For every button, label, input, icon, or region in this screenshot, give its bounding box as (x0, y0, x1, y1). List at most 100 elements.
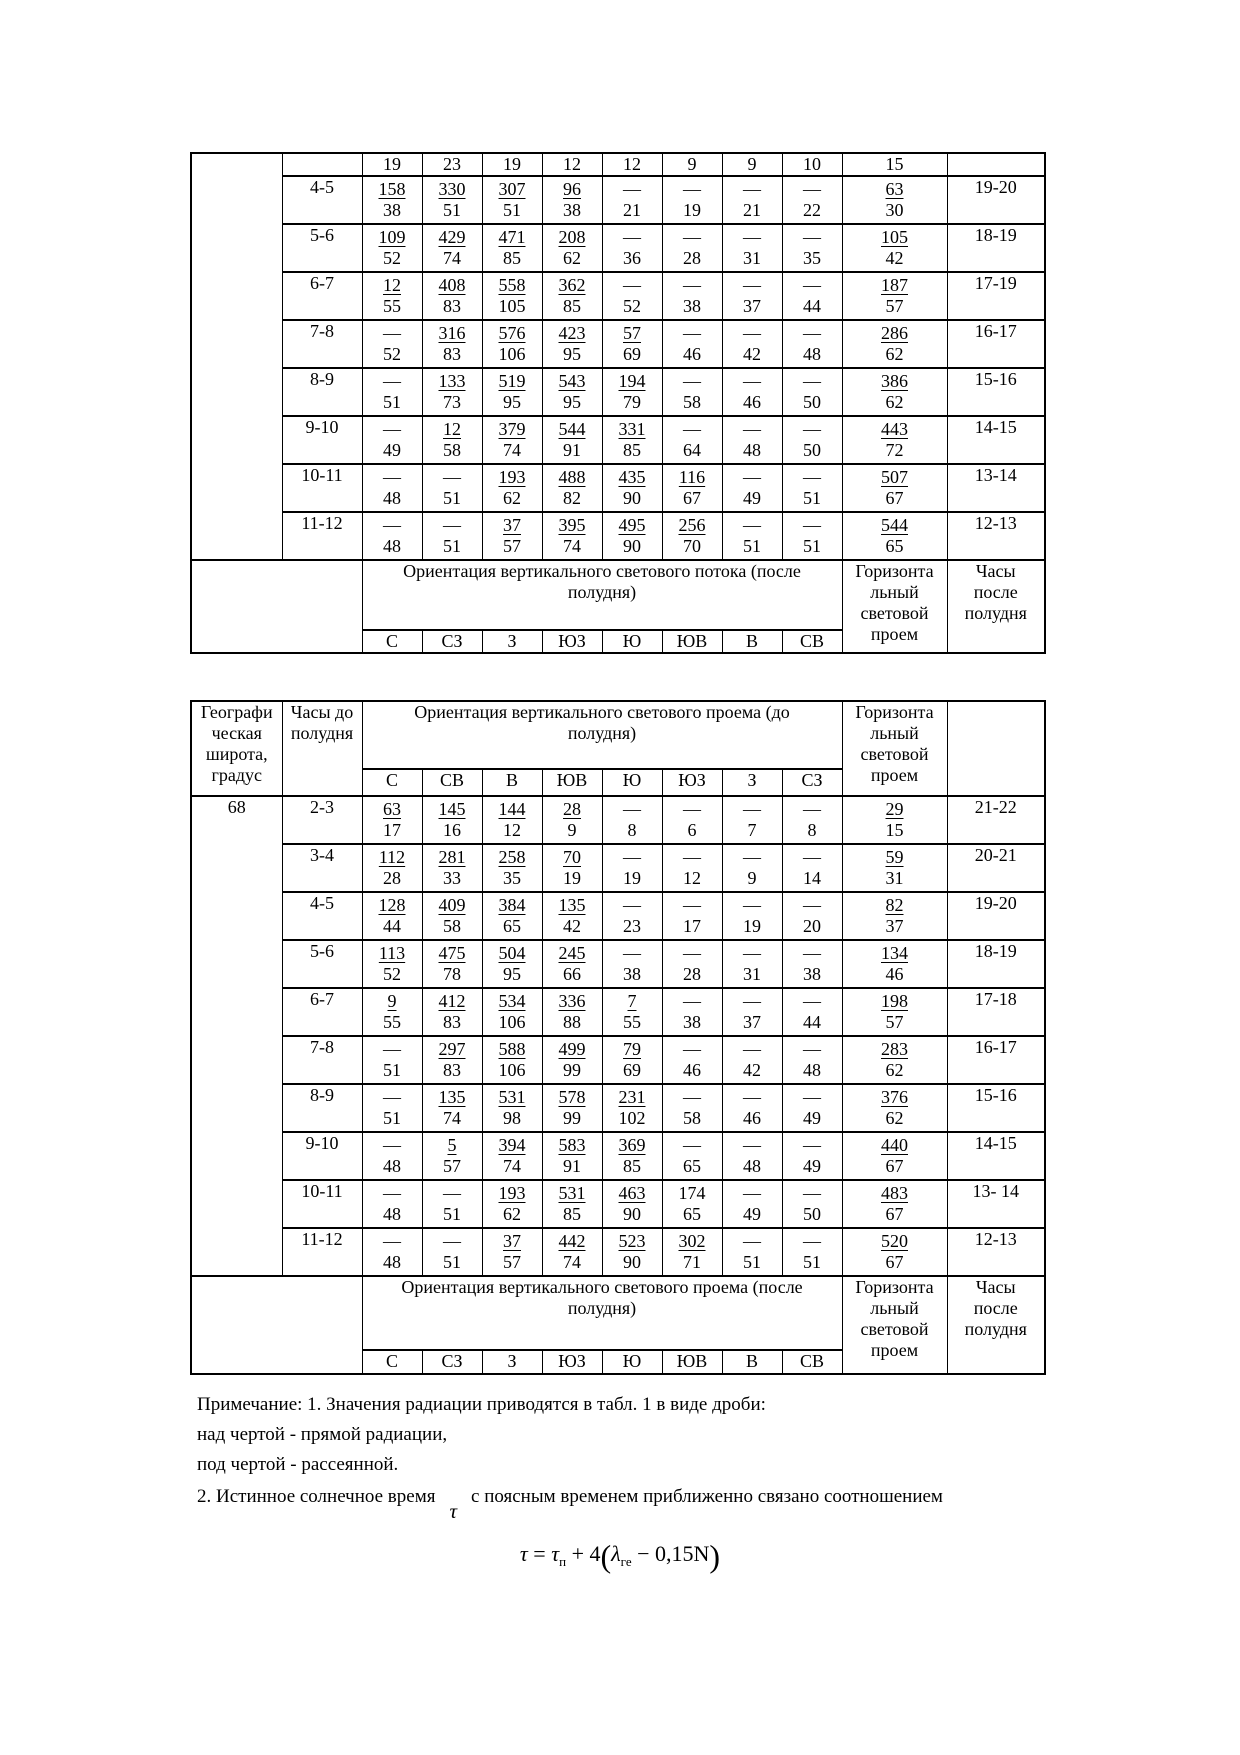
radiation-fraction: 133 73 (423, 370, 481, 413)
radiation-fraction: —20 (783, 894, 841, 937)
table-row: 4-5 128 44 409 58 384 65 135 42—23—17—19—20 82 37 1… (191, 891, 1046, 941)
direction-label: В (481, 768, 543, 797)
direct-radiation-value: — (683, 323, 701, 343)
direct-radiation-value: — (803, 371, 821, 391)
direct-radiation-value: 307 (498, 179, 526, 199)
radiation-cell: 135 42 (541, 891, 603, 941)
diffuse-radiation-value: 52 (383, 248, 401, 268)
radiation-cell: 112 28 (361, 843, 423, 893)
formula-tau-p-sub: п (559, 1554, 567, 1569)
direct-radiation-value: 37 (503, 1231, 521, 1251)
table-row: 9-10—49 12 58 379 74 544 91 331 85—64—48—50 443 72… (191, 415, 1046, 465)
diffuse-radiation-value: 95 (563, 392, 581, 412)
diffuse-radiation-value: 48 (383, 488, 401, 508)
radiation-cell: —48 (361, 1131, 423, 1181)
direction-label: СВ (781, 629, 843, 654)
direction-label: С (361, 629, 423, 654)
radiation-fraction: 302 71 (663, 1230, 721, 1273)
direct-radiation-value: 194 (618, 371, 646, 391)
radiation-cell: 307 51 (481, 175, 543, 225)
radiation-cell: —49 (781, 1131, 843, 1181)
diffuse-radiation-value: 48 (803, 344, 821, 364)
direct-radiation-value: — (383, 1183, 401, 1203)
radiation-fraction: —48 (723, 1134, 781, 1177)
table-row: 3-4 112 28 281 33 258 35 70 19—19—12—9—14 59 31 20-… (191, 843, 1046, 893)
radiation-fraction: —48 (363, 1230, 421, 1273)
diffuse-radiation-value: 82 (563, 488, 581, 508)
direct-radiation-value: 395 (558, 515, 586, 535)
radiation-cell: 543 95 (541, 367, 603, 417)
radiation-fraction: —35 (783, 226, 841, 269)
radiation-fraction: 583 91 (543, 1134, 601, 1177)
radiation-fraction: 379 74 (483, 418, 541, 461)
direction-label: Ю (601, 1349, 663, 1375)
hours-after-noon-header: Часы после полудня (946, 559, 1046, 654)
diffuse-radiation-value: 38 (563, 200, 581, 220)
direction-label: В (721, 1349, 783, 1375)
radiation-cell: 504 95 (481, 939, 543, 989)
radiation-cell: —37 (721, 271, 783, 321)
diffuse-radiation-value: 6 (687, 820, 697, 840)
radiation-fraction: 12 58 (423, 418, 481, 461)
diffuse-radiation-value: 38 (383, 200, 401, 220)
hours-before-label: 7-8 (281, 319, 363, 369)
direct-radiation-value: — (383, 419, 401, 439)
radiation-cell: 495 90 (601, 511, 663, 561)
hours-after-noon-header: Часы после полудня (946, 1275, 1046, 1375)
diffuse-radiation-value: 57 (885, 1012, 904, 1032)
radiation-cell: 331 85 (601, 415, 663, 465)
diffuse-radiation-value: 38 (683, 1012, 701, 1032)
diffuse-radiation-value: 79 (623, 392, 641, 412)
diffuse-radiation-value: 58 (683, 392, 701, 412)
table-row: 10-11—48—51 193 62 531 85 463 90 174 65—49—50 483… (191, 1179, 1046, 1229)
radiation-cell: —6 (661, 795, 723, 845)
radiation-cell: 12 58 (421, 415, 483, 465)
radiation-fraction: 495 90 (603, 514, 661, 557)
hours-after-label: 19-20 (946, 891, 1046, 941)
radiation-cell: —12 (661, 843, 723, 893)
direct-radiation-value: — (803, 895, 821, 915)
hours-after-label: 14-15 (946, 415, 1046, 465)
radiation-cell: 133 73 (421, 367, 483, 417)
direct-radiation-value: 158 (378, 179, 406, 199)
radiation-cell: 208 62 (541, 223, 603, 273)
radiation-cell: 409 58 (421, 891, 483, 941)
direct-radiation-value: — (743, 323, 761, 343)
diffuse-radiation-value: 98 (503, 1108, 521, 1128)
radiation-fraction: 429 74 (423, 226, 481, 269)
horizontal-opening-cell: 507 67 (841, 463, 948, 513)
radiation-fraction: —14 (783, 846, 841, 889)
diffuse-radiation-value: 57 (503, 1252, 521, 1272)
direct-radiation-value: 507 (881, 467, 908, 487)
radiation-fraction: 520 67 (843, 1230, 946, 1273)
radiation-cell: 9 55 (361, 987, 423, 1037)
radiation-fraction: 463 90 (603, 1182, 661, 1225)
radiation-fraction: 193 62 (483, 466, 541, 509)
radiation-fraction: 412 83 (423, 990, 481, 1033)
diffuse-radiation-value: 22 (803, 200, 821, 220)
direct-radiation-value: — (803, 991, 821, 1011)
orientation-afternoon-header: Ориентация вертикального светового проем… (361, 1275, 843, 1351)
radiation-fraction: 231 102 (603, 1086, 661, 1129)
radiation-fraction: 408 83 (423, 274, 481, 317)
radiation-fraction: 286 62 (843, 322, 946, 365)
diffuse-radiation-value: 12 (683, 868, 701, 888)
direct-radiation-value: 423 (558, 323, 586, 343)
radiation-fraction: 544 65 (843, 514, 946, 557)
diffuse-radiation-value: 51 (443, 1204, 461, 1224)
direct-radiation-value: — (683, 275, 701, 295)
radiation-cell: 578 99 (541, 1083, 603, 1133)
direction-label: ЮВ (661, 1349, 723, 1375)
direct-radiation-value: 59 (885, 847, 904, 867)
radiation-fraction: 488 82 (543, 466, 601, 509)
table-row: 68 2-3 63 17 145 16 144 12 28 9—8—6—7—8 29 15 21-22 (190, 795, 1046, 1277)
direction-label: ЮЗ (541, 629, 603, 654)
direct-radiation-value: 440 (881, 1135, 908, 1155)
direct-radiation-value: — (383, 1039, 401, 1059)
radiation-cell: —21 (721, 175, 783, 225)
radiation-fraction: 113 52 (363, 942, 421, 985)
diffuse-radiation-value: 44 (803, 296, 821, 316)
diffuse-radiation-value: 50 (803, 440, 821, 460)
radiation-cell: —51 (781, 1227, 843, 1277)
diffuse-radiation-value: 50 (803, 392, 821, 412)
